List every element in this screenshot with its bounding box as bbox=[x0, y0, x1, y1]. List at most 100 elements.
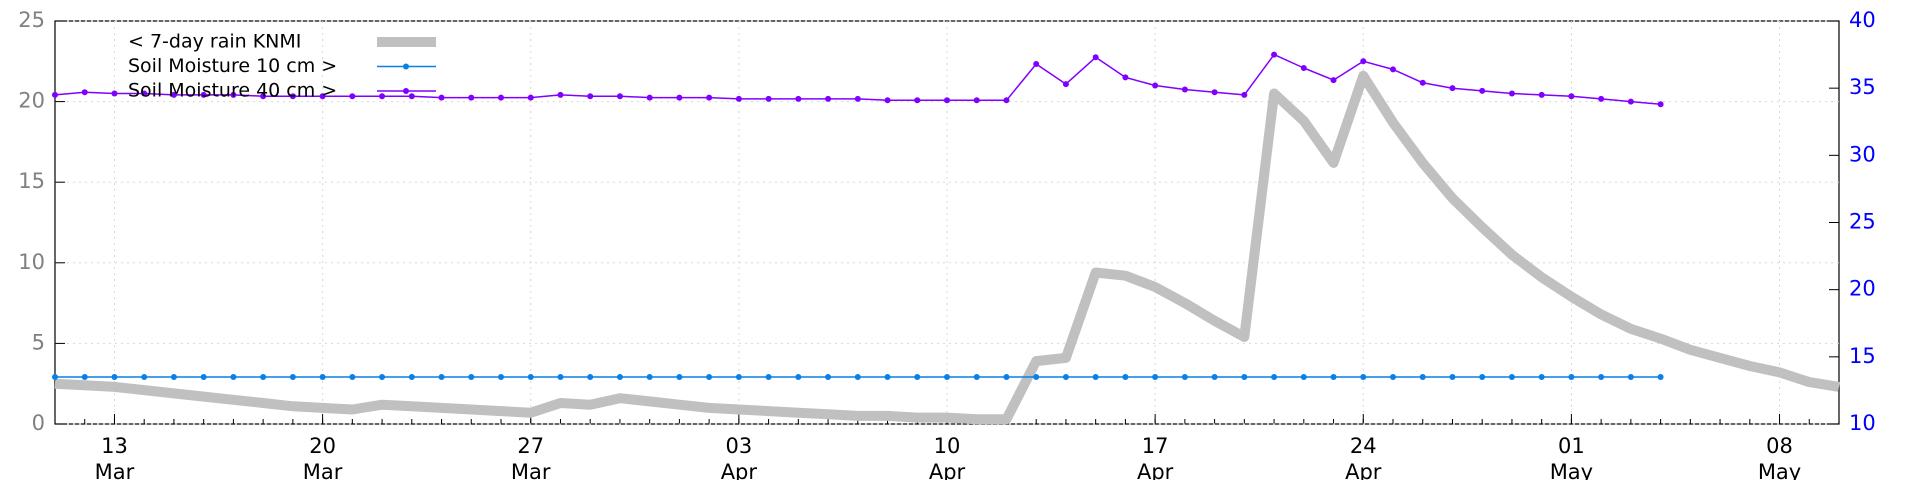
legend-marker bbox=[403, 88, 409, 94]
series-point bbox=[1508, 373, 1515, 380]
series-point bbox=[170, 91, 177, 98]
series-point bbox=[141, 373, 148, 380]
series-point bbox=[1598, 373, 1605, 380]
series-point bbox=[735, 373, 742, 380]
y2-tick-label: 40 bbox=[1849, 8, 1876, 32]
y2-tick-label: 15 bbox=[1849, 344, 1876, 368]
series-point bbox=[1092, 373, 1099, 380]
series-point bbox=[587, 373, 594, 380]
series-point bbox=[676, 94, 683, 101]
series-point bbox=[527, 373, 534, 380]
series-point bbox=[349, 93, 356, 100]
series-point bbox=[616, 93, 623, 100]
y2-tick-label: 10 bbox=[1849, 411, 1876, 435]
series-point bbox=[498, 94, 504, 101]
y-tick-label: 20 bbox=[18, 89, 45, 113]
series-point bbox=[1062, 373, 1069, 380]
series-point bbox=[944, 373, 950, 380]
series-point bbox=[111, 90, 118, 97]
series-point bbox=[438, 373, 445, 380]
y2-tick-label: 20 bbox=[1849, 277, 1876, 301]
series-point bbox=[1449, 85, 1456, 92]
series-point bbox=[1508, 90, 1515, 97]
y-tick-label: 0 bbox=[32, 411, 45, 435]
series-point bbox=[1360, 373, 1367, 380]
y2-tick-label: 35 bbox=[1849, 75, 1876, 99]
series-point bbox=[1627, 98, 1634, 105]
series-point bbox=[438, 94, 445, 101]
series-point bbox=[1122, 74, 1129, 81]
legend-marker bbox=[403, 63, 409, 70]
series-point bbox=[81, 89, 88, 96]
series-point bbox=[587, 93, 594, 100]
series-point bbox=[765, 95, 772, 102]
series-point bbox=[1003, 97, 1010, 104]
series-point bbox=[557, 373, 564, 380]
series-point bbox=[1241, 91, 1248, 98]
series-point bbox=[1092, 54, 1099, 61]
series-point bbox=[1627, 373, 1634, 380]
series-point bbox=[319, 373, 326, 380]
legend-label: Soil Moisture 10 cm > bbox=[128, 55, 337, 77]
y-tick-label: 25 bbox=[18, 8, 45, 32]
series-point bbox=[1211, 373, 1218, 380]
series-point bbox=[1390, 373, 1396, 380]
series-point bbox=[914, 373, 921, 380]
series-point bbox=[1568, 373, 1575, 380]
series-point bbox=[1122, 373, 1129, 380]
series-point bbox=[1538, 91, 1545, 98]
series-point bbox=[260, 373, 267, 380]
series-point bbox=[1033, 373, 1040, 380]
series-point bbox=[1657, 373, 1664, 380]
series-point bbox=[1330, 77, 1337, 84]
series-point bbox=[349, 373, 356, 380]
y-tick-label: 15 bbox=[18, 169, 45, 193]
series-point bbox=[1033, 60, 1040, 67]
series-point bbox=[1300, 65, 1307, 72]
series-point bbox=[1181, 86, 1188, 93]
series-point bbox=[260, 93, 267, 100]
series-point bbox=[141, 90, 148, 97]
series-point bbox=[854, 95, 861, 102]
series-point bbox=[1330, 373, 1337, 380]
series-point bbox=[170, 373, 177, 380]
x-tick-label: 27 Mar bbox=[511, 434, 551, 480]
series-point bbox=[944, 97, 950, 104]
series-point bbox=[1360, 58, 1367, 65]
series-point bbox=[795, 373, 802, 380]
series-point bbox=[408, 93, 415, 100]
series-point bbox=[1241, 373, 1248, 380]
x-tick-label: 08 May bbox=[1758, 434, 1801, 480]
series-point bbox=[1062, 81, 1069, 88]
x-tick-label: 03 Apr bbox=[721, 434, 758, 480]
series-point bbox=[289, 93, 296, 100]
series-point bbox=[52, 91, 58, 98]
series-point bbox=[230, 373, 237, 380]
series-point bbox=[1003, 373, 1010, 380]
legend-label: < 7-day rain KNMI bbox=[128, 31, 301, 53]
series-point bbox=[1419, 373, 1426, 380]
series-point bbox=[616, 373, 623, 380]
series-point bbox=[1271, 51, 1278, 58]
series-point bbox=[468, 94, 475, 101]
series-point bbox=[468, 373, 475, 380]
series-point bbox=[408, 373, 415, 380]
x-tick-label: 20 Mar bbox=[303, 434, 343, 480]
series-point bbox=[1538, 373, 1545, 380]
series-point bbox=[81, 373, 88, 380]
series-point bbox=[765, 373, 772, 380]
series-point bbox=[884, 373, 891, 380]
y2-tick-label: 25 bbox=[1849, 210, 1876, 234]
series-point bbox=[1211, 89, 1218, 96]
series-point bbox=[1657, 101, 1664, 108]
series-point bbox=[1598, 95, 1605, 102]
legend-label: Soil Moisture 40 cm > bbox=[128, 80, 337, 102]
series-point bbox=[1449, 373, 1456, 380]
series-point bbox=[1568, 93, 1575, 100]
series-point bbox=[289, 373, 296, 380]
series-point bbox=[825, 95, 832, 102]
series-point bbox=[200, 91, 207, 98]
series-point bbox=[795, 95, 802, 102]
series-point bbox=[111, 373, 118, 380]
series-point bbox=[1390, 66, 1396, 73]
